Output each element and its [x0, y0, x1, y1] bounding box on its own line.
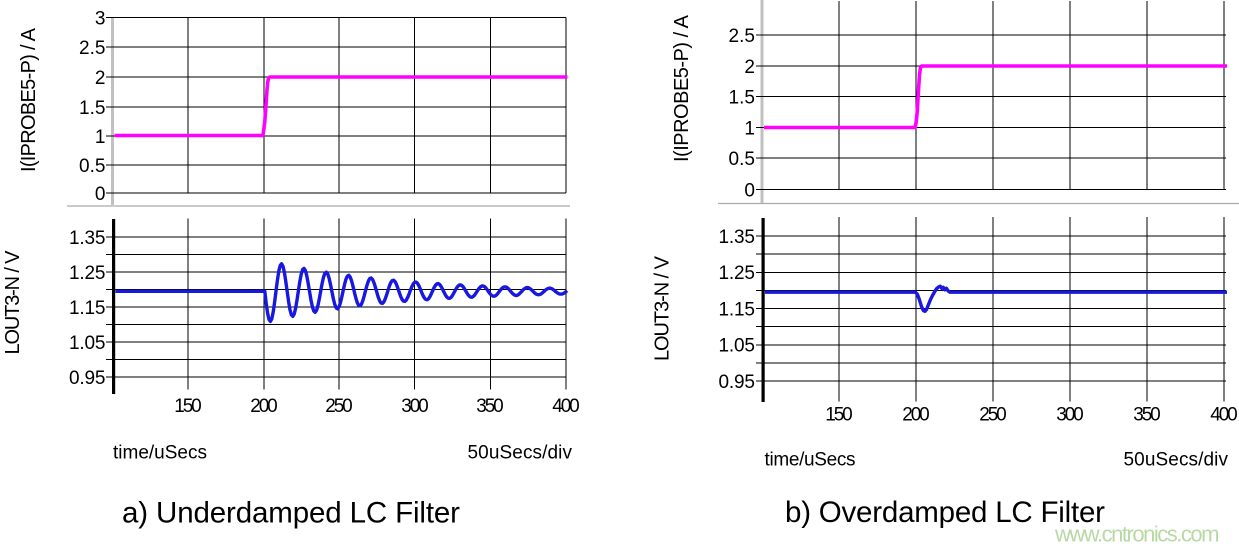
- svg-text:200: 200: [902, 404, 930, 425]
- svg-text:150: 150: [825, 404, 853, 425]
- svg-text:250: 250: [325, 396, 353, 417]
- svg-text:50uSecs/div: 50uSecs/div: [468, 443, 573, 464]
- svg-text:350: 350: [1133, 404, 1161, 425]
- svg-text:1.35: 1.35: [69, 228, 106, 249]
- svg-text:300: 300: [1056, 404, 1084, 425]
- svg-text:1.05: 1.05: [69, 333, 106, 354]
- svg-text:1.5: 1.5: [79, 98, 106, 119]
- svg-text:2: 2: [95, 68, 106, 89]
- svg-text:1.05: 1.05: [719, 336, 756, 357]
- svg-text:350: 350: [476, 396, 504, 417]
- svg-text:time/uSecs: time/uSecs: [113, 443, 207, 464]
- svg-text:250: 250: [979, 404, 1007, 425]
- svg-text:2.5: 2.5: [729, 26, 756, 47]
- svg-text:1.15: 1.15: [719, 299, 756, 320]
- svg-text:0.95: 0.95: [719, 372, 756, 393]
- svg-text:0: 0: [744, 180, 755, 201]
- svg-text:0: 0: [95, 184, 106, 205]
- svg-text:1.15: 1.15: [69, 298, 106, 319]
- svg-text:1.35: 1.35: [719, 227, 756, 248]
- svg-text:150: 150: [174, 396, 202, 417]
- svg-text:LOUT3-N / V: LOUT3-N / V: [2, 250, 24, 355]
- svg-text:1: 1: [744, 118, 755, 139]
- svg-text:b) Overdamped LC Filter: b) Overdamped LC Filter: [785, 496, 1105, 529]
- svg-text:400: 400: [552, 396, 580, 417]
- svg-text:1.25: 1.25: [69, 263, 106, 284]
- svg-text:400: 400: [1210, 404, 1238, 425]
- svg-text:LOUT3-N / V: LOUT3-N / V: [652, 255, 674, 361]
- svg-text:1: 1: [95, 127, 106, 148]
- svg-text:I(IPROBE5-P) / A: I(IPROBE5-P) / A: [671, 14, 693, 162]
- svg-text:0.5: 0.5: [79, 156, 106, 177]
- svg-text:a) Underdamped LC Filter: a) Underdamped LC Filter: [122, 497, 460, 530]
- svg-text:1.25: 1.25: [719, 263, 756, 284]
- svg-text:0.5: 0.5: [729, 149, 756, 170]
- svg-text:time/uSecs: time/uSecs: [765, 450, 856, 471]
- svg-text:300: 300: [401, 396, 429, 417]
- svg-text:2.5: 2.5: [79, 38, 106, 59]
- svg-text:2: 2: [744, 57, 755, 78]
- svg-text:50uSecs/div: 50uSecs/div: [1124, 450, 1229, 471]
- svg-text:1.5: 1.5: [729, 87, 756, 108]
- svg-text:3: 3: [95, 8, 106, 29]
- svg-text:I(IPROBE5-P) / A: I(IPROBE5-P) / A: [18, 27, 40, 172]
- svg-text:0.95: 0.95: [69, 368, 106, 389]
- svg-text:200: 200: [250, 396, 278, 417]
- svg-text:www.cntronics.com: www.cntronics.com: [1054, 522, 1220, 547]
